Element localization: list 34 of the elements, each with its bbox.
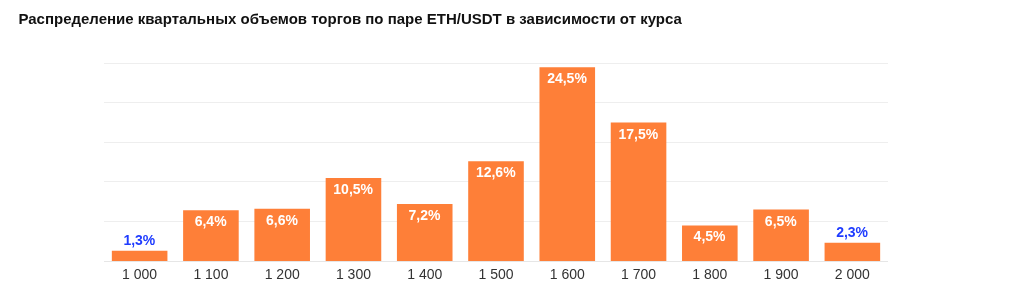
bar <box>396 204 453 261</box>
data-label: 24,5% <box>547 70 588 87</box>
x-tick-label: 1 700 <box>621 265 657 282</box>
bar <box>539 67 596 261</box>
x-tick-label: 1 400 <box>407 265 443 282</box>
data-label: 1,3% <box>123 231 156 248</box>
bar <box>610 122 667 261</box>
data-label: 7,2% <box>408 207 441 224</box>
bar <box>111 250 168 261</box>
data-label: 12,6% <box>475 164 517 181</box>
x-tick-label: 1 200 <box>264 265 300 282</box>
data-label: 4,5% <box>693 228 727 245</box>
x-tick-label: 1 600 <box>549 265 585 282</box>
chart-title: Распределение квартальных объемов торгов по паре ETH/USDT в зависимости от курса <box>18 9 683 27</box>
data-label: 17,5% <box>618 125 659 142</box>
x-tick-label: 1 000 <box>122 265 158 282</box>
x-tick-label: 2 000 <box>834 265 871 282</box>
x-tick-label: 1 100 <box>193 265 229 282</box>
data-label: 2,3% <box>836 223 869 240</box>
bar <box>325 177 382 261</box>
data-label: 6,4% <box>194 213 228 230</box>
bar <box>753 209 809 261</box>
bar <box>824 242 881 261</box>
bar <box>682 225 738 261</box>
data-label: 6,6% <box>265 211 299 228</box>
x-tick-label: 1 300 <box>335 265 372 282</box>
data-label: 10,5% <box>333 180 374 197</box>
x-tick-label: 1 500 <box>478 265 514 282</box>
data-label: 6,5% <box>764 212 798 229</box>
x-tick-label: 1 900 <box>763 265 799 282</box>
x-tick-label: 1 800 <box>692 265 728 282</box>
bar <box>183 210 239 261</box>
bar <box>254 208 310 261</box>
bar <box>468 161 524 261</box>
